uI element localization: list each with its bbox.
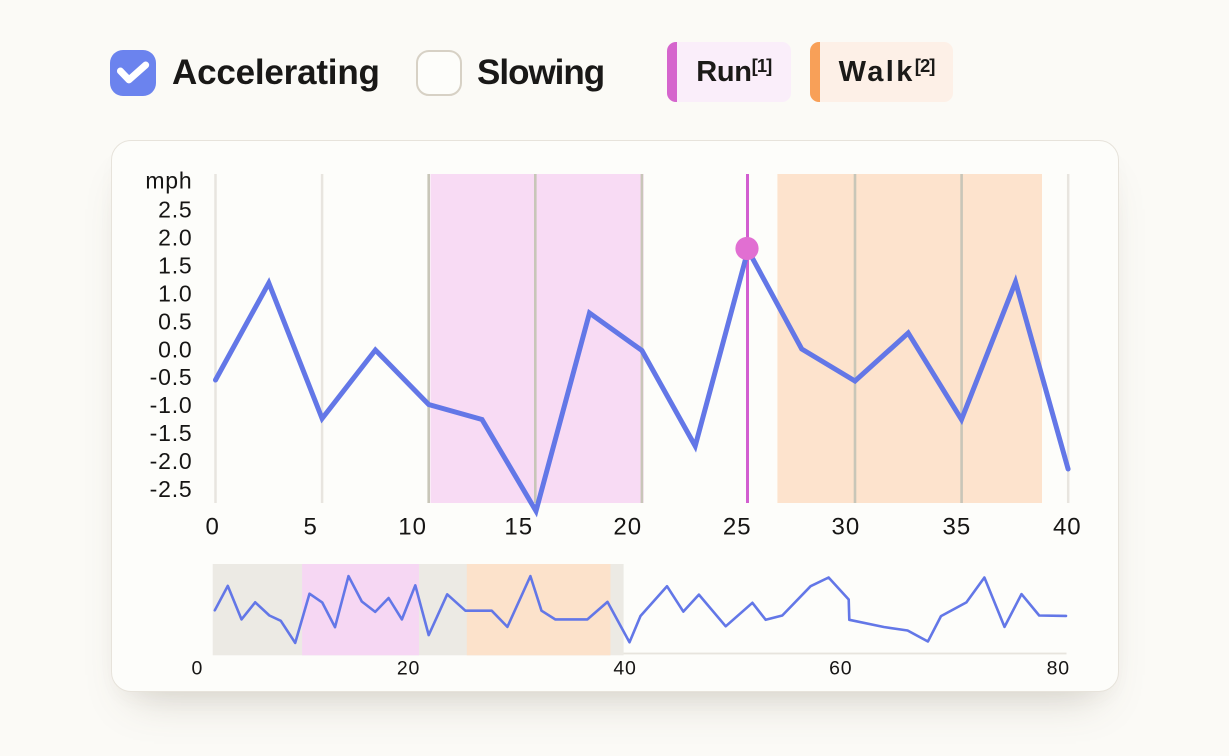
svg-text:-2.0: -2.0: [150, 448, 193, 474]
svg-text:0.5: 0.5: [158, 308, 192, 334]
svg-text:-1.5: -1.5: [150, 420, 193, 446]
svg-text:2.5: 2.5: [158, 197, 192, 223]
svg-text:5: 5: [304, 514, 318, 541]
svg-text:0.0: 0.0: [158, 336, 192, 362]
svg-text:2.0: 2.0: [158, 225, 192, 251]
svg-text:mph: mph: [145, 168, 192, 194]
svg-text:30: 30: [832, 514, 861, 541]
svg-text:20: 20: [613, 514, 642, 541]
svg-text:-2.5: -2.5: [150, 476, 193, 502]
svg-text:0: 0: [191, 658, 203, 680]
svg-text:40: 40: [613, 658, 636, 680]
svg-text:10: 10: [398, 514, 427, 541]
svg-text:1.5: 1.5: [158, 253, 192, 279]
svg-text:1.0: 1.0: [158, 280, 192, 306]
svg-text:35: 35: [943, 514, 972, 541]
svg-text:-1.0: -1.0: [150, 392, 193, 418]
svg-text:20: 20: [397, 658, 420, 680]
svg-text:15: 15: [504, 514, 533, 541]
svg-text:80: 80: [1047, 658, 1070, 680]
svg-text:0: 0: [206, 514, 220, 541]
svg-text:-0.5: -0.5: [150, 364, 193, 390]
svg-text:60: 60: [829, 658, 852, 680]
svg-text:40: 40: [1053, 514, 1082, 541]
svg-text:25: 25: [723, 514, 752, 541]
